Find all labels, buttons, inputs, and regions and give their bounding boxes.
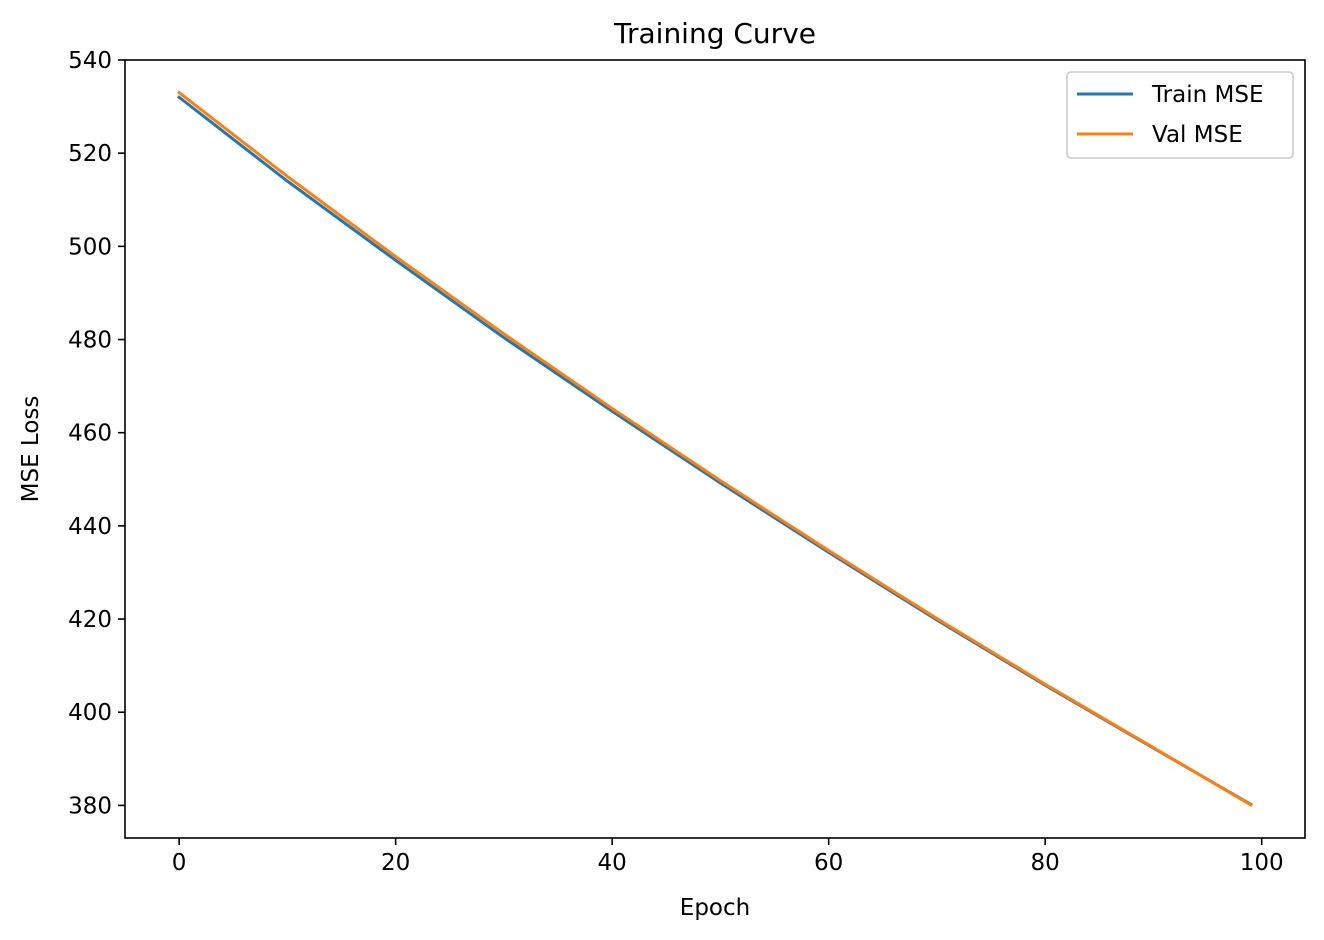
legend-label: Train MSE — [1151, 82, 1263, 108]
x-tick-label: 40 — [598, 850, 627, 876]
x-tick-label: 60 — [814, 850, 843, 876]
axes-frame — [124, 59, 1306, 839]
x-axis-label: Epoch — [680, 895, 750, 921]
y-tick-label: 520 — [68, 141, 112, 167]
y-tick-label: 500 — [68, 234, 112, 260]
y-tick-label: 540 — [68, 48, 112, 74]
axes: 0 20 40 60 80 100 380 400 420 440 460 480 500 520 540 — [68, 48, 1306, 876]
legend: Train MSE Val MSE — [1066, 71, 1294, 159]
y-tick-label: 460 — [68, 421, 112, 447]
y-tick-label: 480 — [68, 328, 112, 354]
x-tick-label: 0 — [172, 850, 187, 876]
x-tick-label: 20 — [381, 850, 410, 876]
chart-title: Training Curve — [613, 17, 816, 50]
y-axis-label: MSE Loss — [18, 396, 44, 503]
x-tick-label: 80 — [1031, 850, 1060, 876]
y-tick-label: 420 — [68, 607, 112, 633]
y-tick-label: 400 — [68, 700, 112, 726]
y-tick-label: 440 — [68, 514, 112, 540]
x-tick-label: 100 — [1240, 850, 1284, 876]
legend-label: Val MSE — [1152, 122, 1243, 148]
y-tick-label: 380 — [68, 793, 112, 819]
plot-area — [177, 90, 1253, 807]
series-line-val-mse — [177, 90, 1253, 807]
